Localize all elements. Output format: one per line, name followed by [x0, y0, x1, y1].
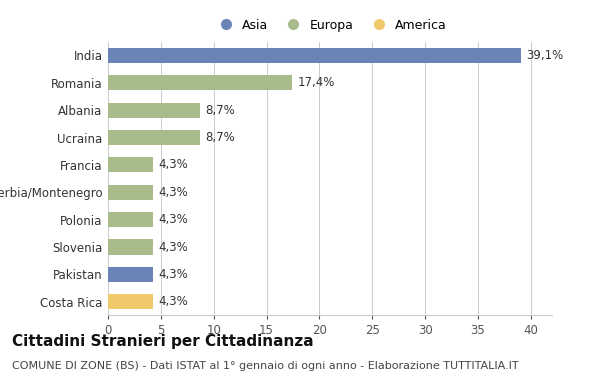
Text: 4,3%: 4,3%	[159, 158, 188, 171]
Text: 8,7%: 8,7%	[205, 104, 235, 117]
Text: 4,3%: 4,3%	[159, 295, 188, 308]
Bar	[108, 185, 154, 200]
Legend: Asia, Europa, America: Asia, Europa, America	[212, 17, 448, 33]
Text: 4,3%: 4,3%	[159, 268, 188, 281]
Text: 17,4%: 17,4%	[297, 76, 335, 89]
Text: Cittadini Stranieri per Cittadinanza: Cittadini Stranieri per Cittadinanza	[12, 334, 314, 349]
Bar	[108, 294, 154, 309]
Bar	[108, 212, 154, 227]
Text: 4,3%: 4,3%	[159, 241, 188, 253]
Text: 8,7%: 8,7%	[205, 131, 235, 144]
Text: 39,1%: 39,1%	[527, 49, 564, 62]
Bar	[108, 48, 521, 63]
Bar	[108, 130, 200, 145]
Bar	[108, 75, 292, 90]
Bar	[108, 103, 200, 118]
Text: COMUNE DI ZONE (BS) - Dati ISTAT al 1° gennaio di ogni anno - Elaborazione TUTTI: COMUNE DI ZONE (BS) - Dati ISTAT al 1° g…	[12, 361, 518, 371]
Bar	[108, 267, 154, 282]
Text: 4,3%: 4,3%	[159, 213, 188, 226]
Bar	[108, 157, 154, 173]
Bar	[108, 239, 154, 255]
Text: 4,3%: 4,3%	[159, 186, 188, 199]
